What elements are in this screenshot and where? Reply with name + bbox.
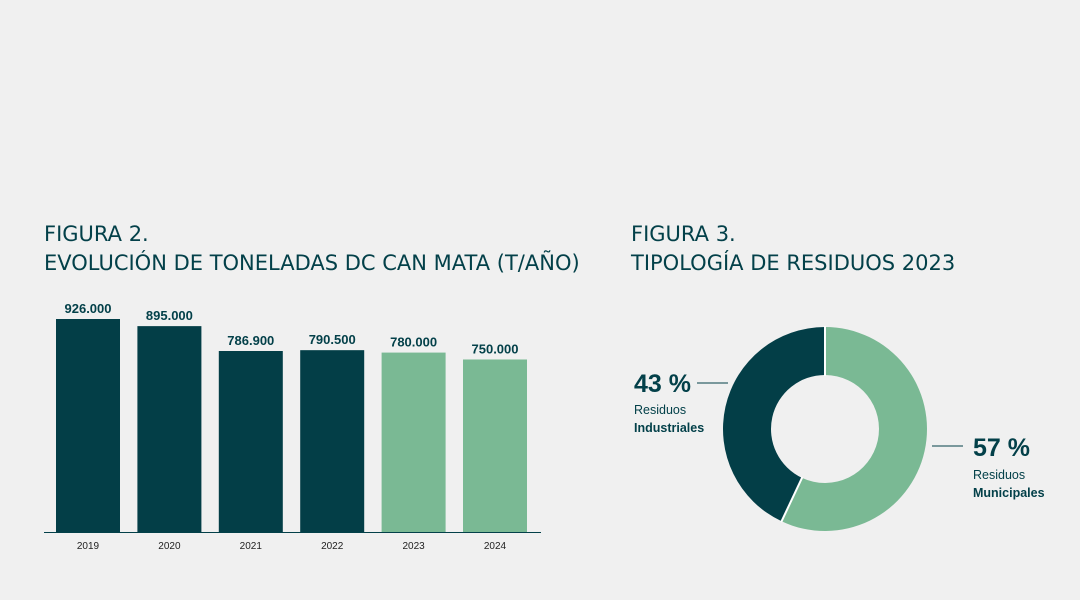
x-tick-label-2023: 2023: [402, 541, 425, 552]
figure-3-title: TIPOLOGÍA DE RESIDUOS 2023: [631, 251, 956, 275]
bar-2021: [218, 350, 283, 532]
value-label-2019: 926.000: [65, 301, 112, 316]
x-tick-label-2021: 2021: [240, 541, 263, 552]
percent-label-municipales: 57 %: [973, 434, 1030, 462]
bar-2023: [381, 352, 446, 532]
bar-2024: [463, 359, 527, 532]
bar-2019: [56, 319, 120, 532]
x-tick-label-2022: 2022: [321, 541, 344, 552]
value-label-2020: 895.000: [146, 308, 193, 323]
figure-2-heading: FIGURA 2. EVOLUCIÓN DE TONELADAS DC CAN …: [44, 220, 580, 278]
value-label-2024: 750.000: [472, 341, 519, 356]
x-tick-label-2019: 2019: [77, 541, 100, 552]
bar-2022: [300, 350, 365, 532]
category-label-industriales-line1: Residuos: [634, 403, 686, 417]
bar-chart: 926.000 2019 895.000 2020 786.900 2021 790.500…: [44, 301, 541, 552]
value-label-2021: 786.900: [227, 333, 274, 348]
figure-2-title: EVOLUCIÓN DE TONELADAS DC CAN MATA (T/AÑ…: [44, 251, 580, 275]
slice-separator-1: [780, 476, 804, 523]
category-label-industriales-line2: Industriales: [634, 421, 704, 435]
category-label-municipales-line1: Residuos: [973, 468, 1025, 482]
donut-slice-municipales: [781, 327, 927, 531]
figure-3-heading: FIGURA 3. TIPOLOGÍA DE RESIDUOS 2023: [631, 220, 955, 278]
figure-2-label: FIGURA 2.: [44, 222, 149, 246]
x-tick-label-2024: 2024: [484, 541, 507, 552]
bar-2020: [137, 326, 202, 532]
percent-label-industriales: 43 %: [634, 370, 691, 398]
value-label-2022: 790.500: [309, 332, 356, 347]
donut-chart: 57 % Residuos Municipales 43 % Residuos Indus…: [634, 326, 1045, 531]
category-label-municipales-line2: Municipales: [973, 486, 1045, 500]
x-tick-label-2020: 2020: [158, 541, 181, 552]
donut-slice-industriales: [723, 327, 825, 522]
figure-3-label: FIGURA 3.: [631, 222, 736, 246]
value-label-2023: 780.000: [390, 335, 437, 350]
